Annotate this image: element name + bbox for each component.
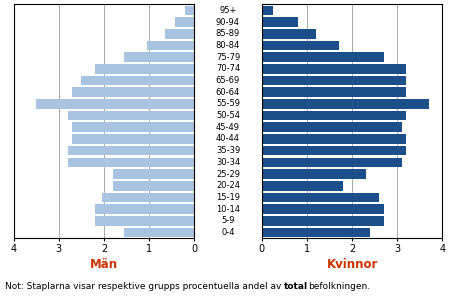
Bar xyxy=(185,6,194,15)
Text: 55-59: 55-59 xyxy=(216,100,239,108)
Bar xyxy=(261,41,338,50)
Bar xyxy=(81,76,194,85)
Bar xyxy=(261,216,383,226)
Text: 20-24: 20-24 xyxy=(216,181,239,190)
Bar xyxy=(261,99,428,109)
Text: 50-54: 50-54 xyxy=(216,111,239,120)
Bar xyxy=(261,6,273,15)
Text: 85-89: 85-89 xyxy=(215,29,240,38)
Bar xyxy=(164,29,194,38)
X-axis label: Män: Män xyxy=(90,258,118,271)
Text: total: total xyxy=(283,282,307,291)
Bar xyxy=(124,52,194,62)
Bar xyxy=(261,204,383,214)
Bar xyxy=(261,111,405,120)
Text: 65-69: 65-69 xyxy=(215,76,240,85)
Bar xyxy=(95,64,194,74)
Text: 5-9: 5-9 xyxy=(221,216,234,225)
Text: 45-49: 45-49 xyxy=(216,123,239,132)
Text: 40-44: 40-44 xyxy=(216,134,239,143)
Bar xyxy=(36,99,194,109)
Bar xyxy=(261,17,297,27)
Text: Not: Staplarna visar respektive grupps procentuella andel av: Not: Staplarna visar respektive grupps p… xyxy=(5,282,283,291)
Bar xyxy=(261,87,405,97)
Text: 90-94: 90-94 xyxy=(216,18,239,27)
Bar xyxy=(261,158,401,167)
Bar xyxy=(68,158,194,167)
Bar xyxy=(261,76,405,85)
Bar xyxy=(261,228,369,237)
Bar xyxy=(261,29,315,38)
Bar xyxy=(113,181,194,190)
Bar xyxy=(261,64,405,74)
Bar xyxy=(72,134,194,144)
Text: 30-34: 30-34 xyxy=(215,158,240,167)
Bar xyxy=(95,204,194,214)
Text: 15-19: 15-19 xyxy=(216,193,239,202)
Bar xyxy=(261,169,365,179)
Text: 25-29: 25-29 xyxy=(216,170,239,179)
Bar xyxy=(72,122,194,132)
Bar xyxy=(261,193,378,202)
Bar xyxy=(113,169,194,179)
Text: 35-39: 35-39 xyxy=(215,146,240,155)
Text: 80-84: 80-84 xyxy=(215,41,240,50)
Text: befolkningen.: befolkningen. xyxy=(307,282,369,291)
Bar xyxy=(68,146,194,156)
Bar xyxy=(261,181,342,190)
Text: 95+: 95+ xyxy=(219,6,236,15)
Text: 60-64: 60-64 xyxy=(215,88,240,97)
Bar xyxy=(68,111,194,120)
Bar xyxy=(147,41,194,50)
Bar xyxy=(261,134,405,144)
Bar xyxy=(261,146,405,156)
Text: 70-74: 70-74 xyxy=(215,64,240,73)
X-axis label: Kvinnor: Kvinnor xyxy=(326,258,377,271)
Bar xyxy=(261,52,383,62)
Bar xyxy=(101,193,194,202)
Bar xyxy=(124,228,194,237)
Text: 10-14: 10-14 xyxy=(216,205,239,214)
Text: 0-4: 0-4 xyxy=(221,228,234,237)
Bar xyxy=(72,87,194,97)
Bar xyxy=(261,122,401,132)
Bar xyxy=(175,17,194,27)
Bar xyxy=(95,216,194,226)
Text: 75-79: 75-79 xyxy=(215,53,240,62)
